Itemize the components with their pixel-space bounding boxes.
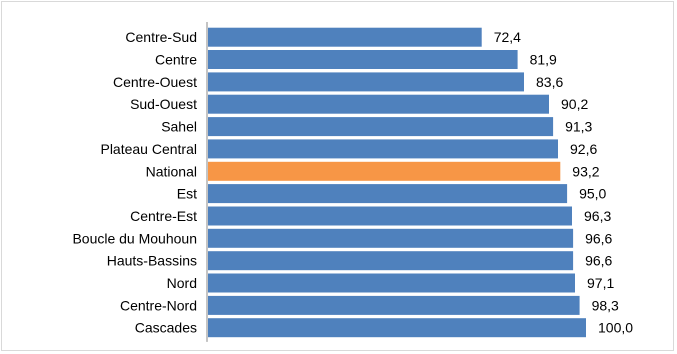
category-label: Centre-Ouest <box>113 74 197 90</box>
bar-cascades <box>208 318 586 338</box>
data-label: 96,6 <box>585 253 612 269</box>
data-label: 97,1 <box>587 275 614 291</box>
bar-centre-ouest <box>208 72 524 92</box>
bar-nord <box>208 273 575 293</box>
category-label: National <box>146 163 197 179</box>
bar-centre-nord <box>208 295 580 315</box>
bar-hauts-bassins <box>208 251 574 271</box>
category-label: Cascades <box>135 320 197 336</box>
bar-est <box>208 184 568 204</box>
category-label: Nord <box>167 275 197 291</box>
category-label: Centre <box>155 52 197 68</box>
bar-sud-ouest <box>208 94 549 114</box>
data-label: 98,3 <box>592 297 619 313</box>
bar-centre-sud <box>208 27 482 47</box>
category-label: Centre-Sud <box>125 29 197 45</box>
bar-centre-est <box>208 206 572 226</box>
bar-centre <box>208 50 518 69</box>
category-label: Hauts-Bassins <box>107 253 197 269</box>
category-labels-group: Centre-Sud Centre Centre-Ouest Sud-Ouest Sah… <box>72 29 197 336</box>
data-label: 96,6 <box>585 230 612 246</box>
data-label: 90,2 <box>561 96 588 112</box>
data-label: 96,3 <box>584 208 611 224</box>
data-label: 81,9 <box>530 52 557 68</box>
category-label: Centre-Nord <box>120 297 197 313</box>
bar-national <box>208 161 561 181</box>
category-label: Sahel <box>161 119 197 135</box>
data-label: 72,4 <box>494 29 521 45</box>
category-label: Sud-Ouest <box>130 96 197 112</box>
bar-boucle-du-mouhoun <box>208 228 574 248</box>
data-label: 95,0 <box>579 186 606 202</box>
bar-plateau-central <box>208 139 558 159</box>
bar-sahel <box>208 117 554 137</box>
data-label: 91,3 <box>565 119 592 135</box>
category-label: Est <box>177 186 197 202</box>
category-label: Centre-Est <box>130 208 197 224</box>
data-label: 92,6 <box>570 141 597 157</box>
category-label: Boucle du Mouhoun <box>72 230 197 246</box>
category-label: Plateau Central <box>100 141 197 157</box>
data-label: 83,6 <box>536 74 563 90</box>
bars-group <box>208 27 586 338</box>
data-label: 100,0 <box>598 320 633 336</box>
value-labels-group: 72,4 81,9 83,6 90,2 91,3 92,6 93,2 95,0 96,3 96,6… <box>494 29 634 336</box>
data-label: 93,2 <box>572 163 599 179</box>
